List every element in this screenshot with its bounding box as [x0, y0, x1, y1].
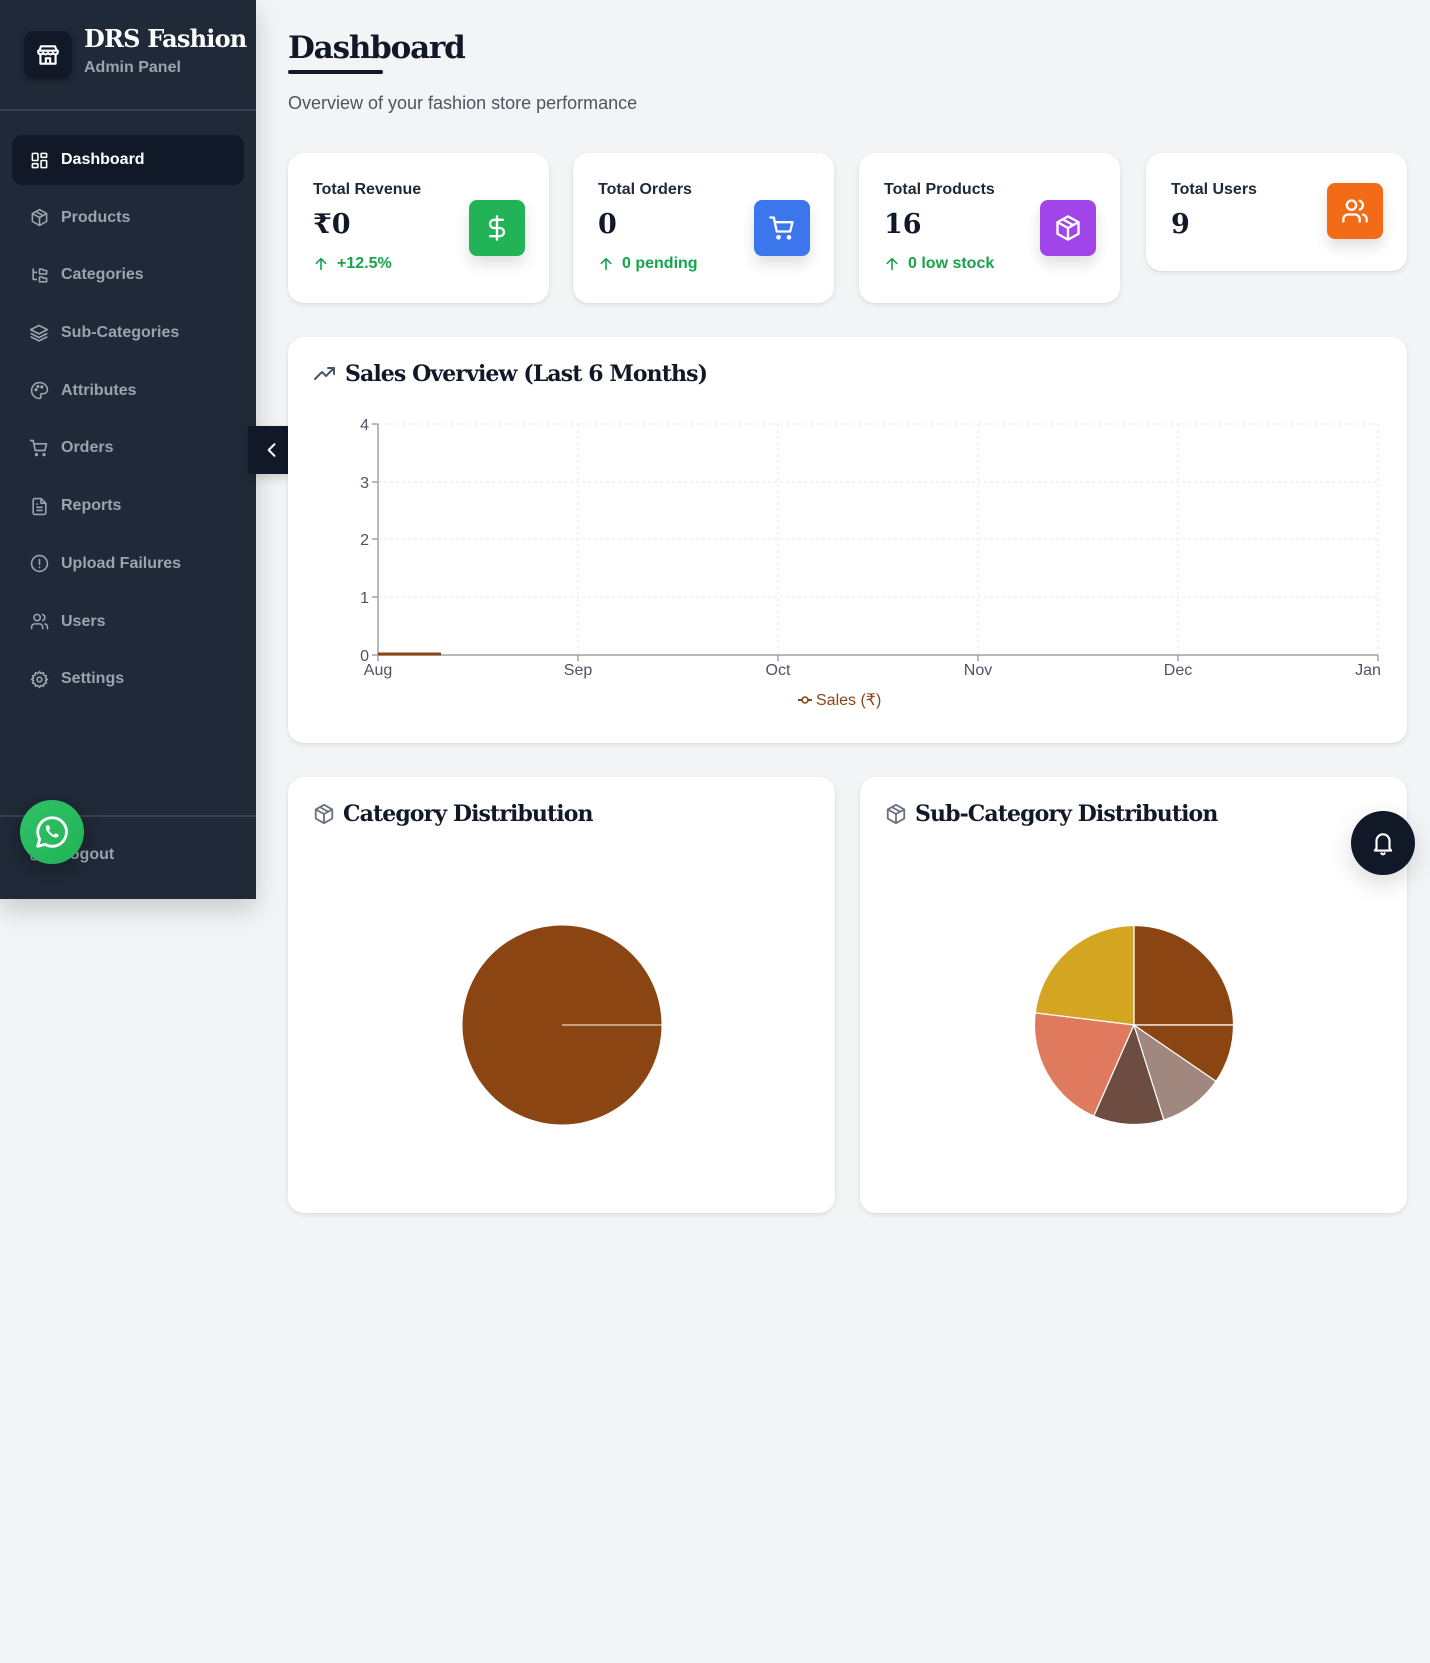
users-icon	[29, 612, 49, 632]
x-tick: Oct	[766, 662, 791, 679]
folder-tree-icon	[29, 265, 49, 285]
chevron-left-icon	[267, 443, 276, 457]
brand-subtitle: Admin Panel	[84, 59, 181, 76]
subcategory-pie-chart	[1033, 924, 1235, 1126]
stat-label: Total Revenue	[313, 181, 422, 198]
category-distribution-card: Category Distribution	[288, 777, 835, 1213]
sidebar-item-categories[interactable]: Categories	[12, 250, 244, 300]
sidebar-item-dashboard[interactable]: Dashboard	[12, 135, 244, 185]
package-icon	[1040, 200, 1096, 256]
sales-line-chart: 4 3 2 1 0 Aug Sep Oct Nov Dec Jan	[360, 417, 1381, 704]
package-icon	[29, 208, 49, 228]
stat-value: 16	[884, 209, 922, 240]
y-tick: 2	[360, 532, 369, 549]
bell-icon	[1373, 833, 1393, 856]
sidebar-item-label: Users	[61, 612, 106, 630]
divider	[0, 815, 256, 817]
stat-trend-text: 0 low stock	[908, 255, 995, 272]
y-tick: 0	[360, 648, 369, 665]
cart-icon	[754, 200, 810, 256]
arrow-up-icon	[886, 257, 898, 271]
y-tick: 3	[360, 475, 369, 492]
sidebar-item-label: Attributes	[61, 381, 137, 399]
brand-title: DRS Fashion	[84, 24, 247, 53]
sidebar-item-label: Products	[61, 208, 131, 226]
stat-label: Total Products	[884, 181, 995, 198]
sidebar-item-label: Orders	[61, 439, 114, 457]
gear-icon	[29, 669, 49, 689]
legend-label: Sales (₹)	[816, 692, 882, 709]
category-chart-title: Category Distribution	[343, 801, 594, 827]
sales-chart-title: Sales Overview (Last 6 Months)	[345, 361, 708, 387]
sidebar: DRS Fashion Admin Panel Dashboard Produc…	[0, 0, 256, 899]
stat-value: 9	[1171, 209, 1190, 240]
sidebar-item-label: Categories	[61, 266, 144, 284]
stat-trend: 0 pending	[598, 255, 698, 273]
stat-card-orders: Total Orders 0 0 pending	[573, 153, 834, 303]
arrow-up-icon	[600, 257, 612, 271]
sidebar-item-sub-categories[interactable]: Sub-Categories	[12, 308, 244, 358]
sidebar-item-upload-failures[interactable]: Upload Failures	[12, 539, 244, 589]
cart-icon	[29, 438, 49, 458]
sidebar-item-orders[interactable]: Orders	[12, 423, 244, 473]
palette-icon	[29, 381, 49, 401]
stat-card-products: Total Products 16 0 low stock	[859, 153, 1120, 303]
alert-circle-icon	[29, 554, 49, 574]
divider	[0, 109, 256, 111]
stat-card-users: Total Users 9	[1146, 153, 1407, 271]
arrow-up-icon	[315, 257, 327, 271]
sidebar-nav: Dashboard Products Categories Sub-Catego…	[12, 135, 244, 712]
whatsapp-button[interactable]	[20, 800, 84, 864]
sidebar-item-label: Upload Failures	[61, 554, 182, 572]
sidebar-item-settings[interactable]: Settings	[12, 654, 244, 704]
sidebar-item-attributes[interactable]: Attributes	[12, 366, 244, 416]
stat-trend: 0 low stock	[884, 255, 994, 273]
stat-value: 0	[598, 209, 617, 240]
dollar-icon	[469, 200, 525, 256]
whatsapp-icon	[36, 816, 68, 848]
layout-grid-icon	[29, 150, 49, 170]
x-tick: Jan	[1355, 662, 1381, 679]
category-pie-chart	[462, 925, 662, 1125]
x-tick: Nov	[964, 662, 992, 679]
package-icon	[886, 803, 906, 825]
stat-card-revenue: Total Revenue ₹0 +12.5%	[288, 153, 549, 303]
stat-trend: +12.5%	[313, 255, 392, 273]
stat-label: Total Users	[1171, 181, 1257, 198]
sidebar-item-label: Reports	[61, 497, 122, 515]
chart-legend	[798, 696, 812, 704]
notifications-button[interactable]	[1351, 811, 1415, 875]
stat-trend-text: +12.5%	[337, 255, 392, 272]
brand: DRS Fashion Admin Panel	[24, 25, 247, 79]
stat-trend-text: 0 pending	[622, 255, 698, 272]
stat-value: ₹0	[313, 209, 351, 240]
sidebar-item-label: Dashboard	[61, 151, 145, 168]
sidebar-item-reports[interactable]: Reports	[12, 481, 244, 531]
file-text-icon	[29, 496, 49, 516]
sidebar-item-products[interactable]: Products	[12, 193, 244, 243]
layers-icon	[29, 323, 49, 343]
page-subtitle: Overview of your fashion store performan…	[288, 93, 638, 113]
trending-up-icon	[314, 367, 335, 380]
stat-label: Total Orders	[598, 181, 692, 198]
sidebar-item-label: Settings	[61, 670, 125, 688]
sidebar-item-label: Sub-Categories	[61, 324, 180, 342]
store-icon	[24, 31, 72, 79]
subcategory-distribution-card: Sub-Category Distribution	[860, 777, 1407, 1213]
page-title: Dashboard	[288, 30, 466, 66]
subcategory-chart-title: Sub-Category Distribution	[915, 801, 1218, 827]
x-tick: Dec	[1164, 662, 1192, 679]
package-icon	[314, 803, 334, 825]
sales-overview-card: Sales Overview (Last 6 Months)	[288, 337, 1407, 743]
users-icon	[1327, 183, 1383, 239]
y-tick: 4	[360, 417, 369, 434]
sidebar-item-users[interactable]: Users	[12, 597, 244, 647]
x-tick: Aug	[364, 662, 392, 679]
y-tick: 1	[360, 590, 369, 607]
title-underline	[288, 70, 383, 74]
x-tick: Sep	[564, 662, 593, 679]
